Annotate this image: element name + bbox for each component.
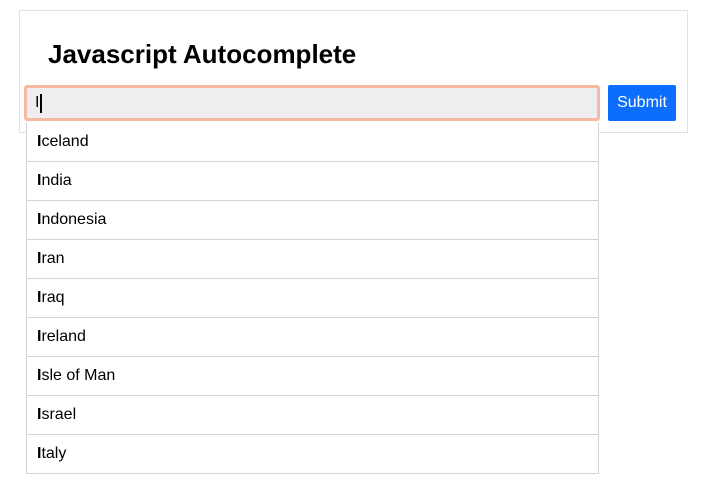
country-input[interactable]: I [24, 85, 600, 121]
rest-text: raq [41, 289, 65, 306]
match-text: I [37, 133, 42, 150]
rest-text: celand [41, 133, 89, 150]
suggestion-item-ireland[interactable]: Ireland [27, 318, 598, 357]
match-text: I [37, 406, 42, 423]
match-text: I [37, 367, 42, 384]
submit-button[interactable]: Submit [608, 85, 676, 121]
suggestion-item-italy[interactable]: Italy [27, 435, 598, 474]
autocomplete-suggestions-list: Iceland India Indonesia Iran Iraq Irelan… [26, 123, 599, 474]
rest-text: srael [41, 406, 77, 423]
suggestion-item-iceland[interactable]: Iceland [27, 123, 598, 162]
country-input-value: I [35, 94, 40, 111]
match-text: I [37, 289, 42, 306]
suggestion-item-india[interactable]: India [27, 162, 598, 201]
suggestion-item-isle-of-man[interactable]: Isle of Man [27, 357, 598, 396]
suggestion-item-israel[interactable]: Israel [27, 396, 598, 435]
suggestion-item-indonesia[interactable]: Indonesia [27, 201, 598, 240]
suggestion-item-iran[interactable]: Iran [27, 240, 598, 279]
match-text: I [37, 445, 42, 462]
suggestion-item-iraq[interactable]: Iraq [27, 279, 598, 318]
match-text: I [37, 250, 42, 267]
rest-text: sle of Man [41, 367, 116, 384]
match-text: I [37, 211, 42, 228]
rest-text: reland [41, 328, 86, 345]
match-text: I [37, 172, 42, 189]
rest-text: ndia [41, 172, 72, 189]
rest-text: ran [41, 250, 65, 267]
page-title: Javascript Autocomplete [48, 39, 357, 69]
match-text: I [37, 328, 42, 345]
rest-text: ndonesia [41, 211, 107, 228]
rest-text: taly [41, 445, 67, 462]
text-caret [40, 93, 43, 113]
